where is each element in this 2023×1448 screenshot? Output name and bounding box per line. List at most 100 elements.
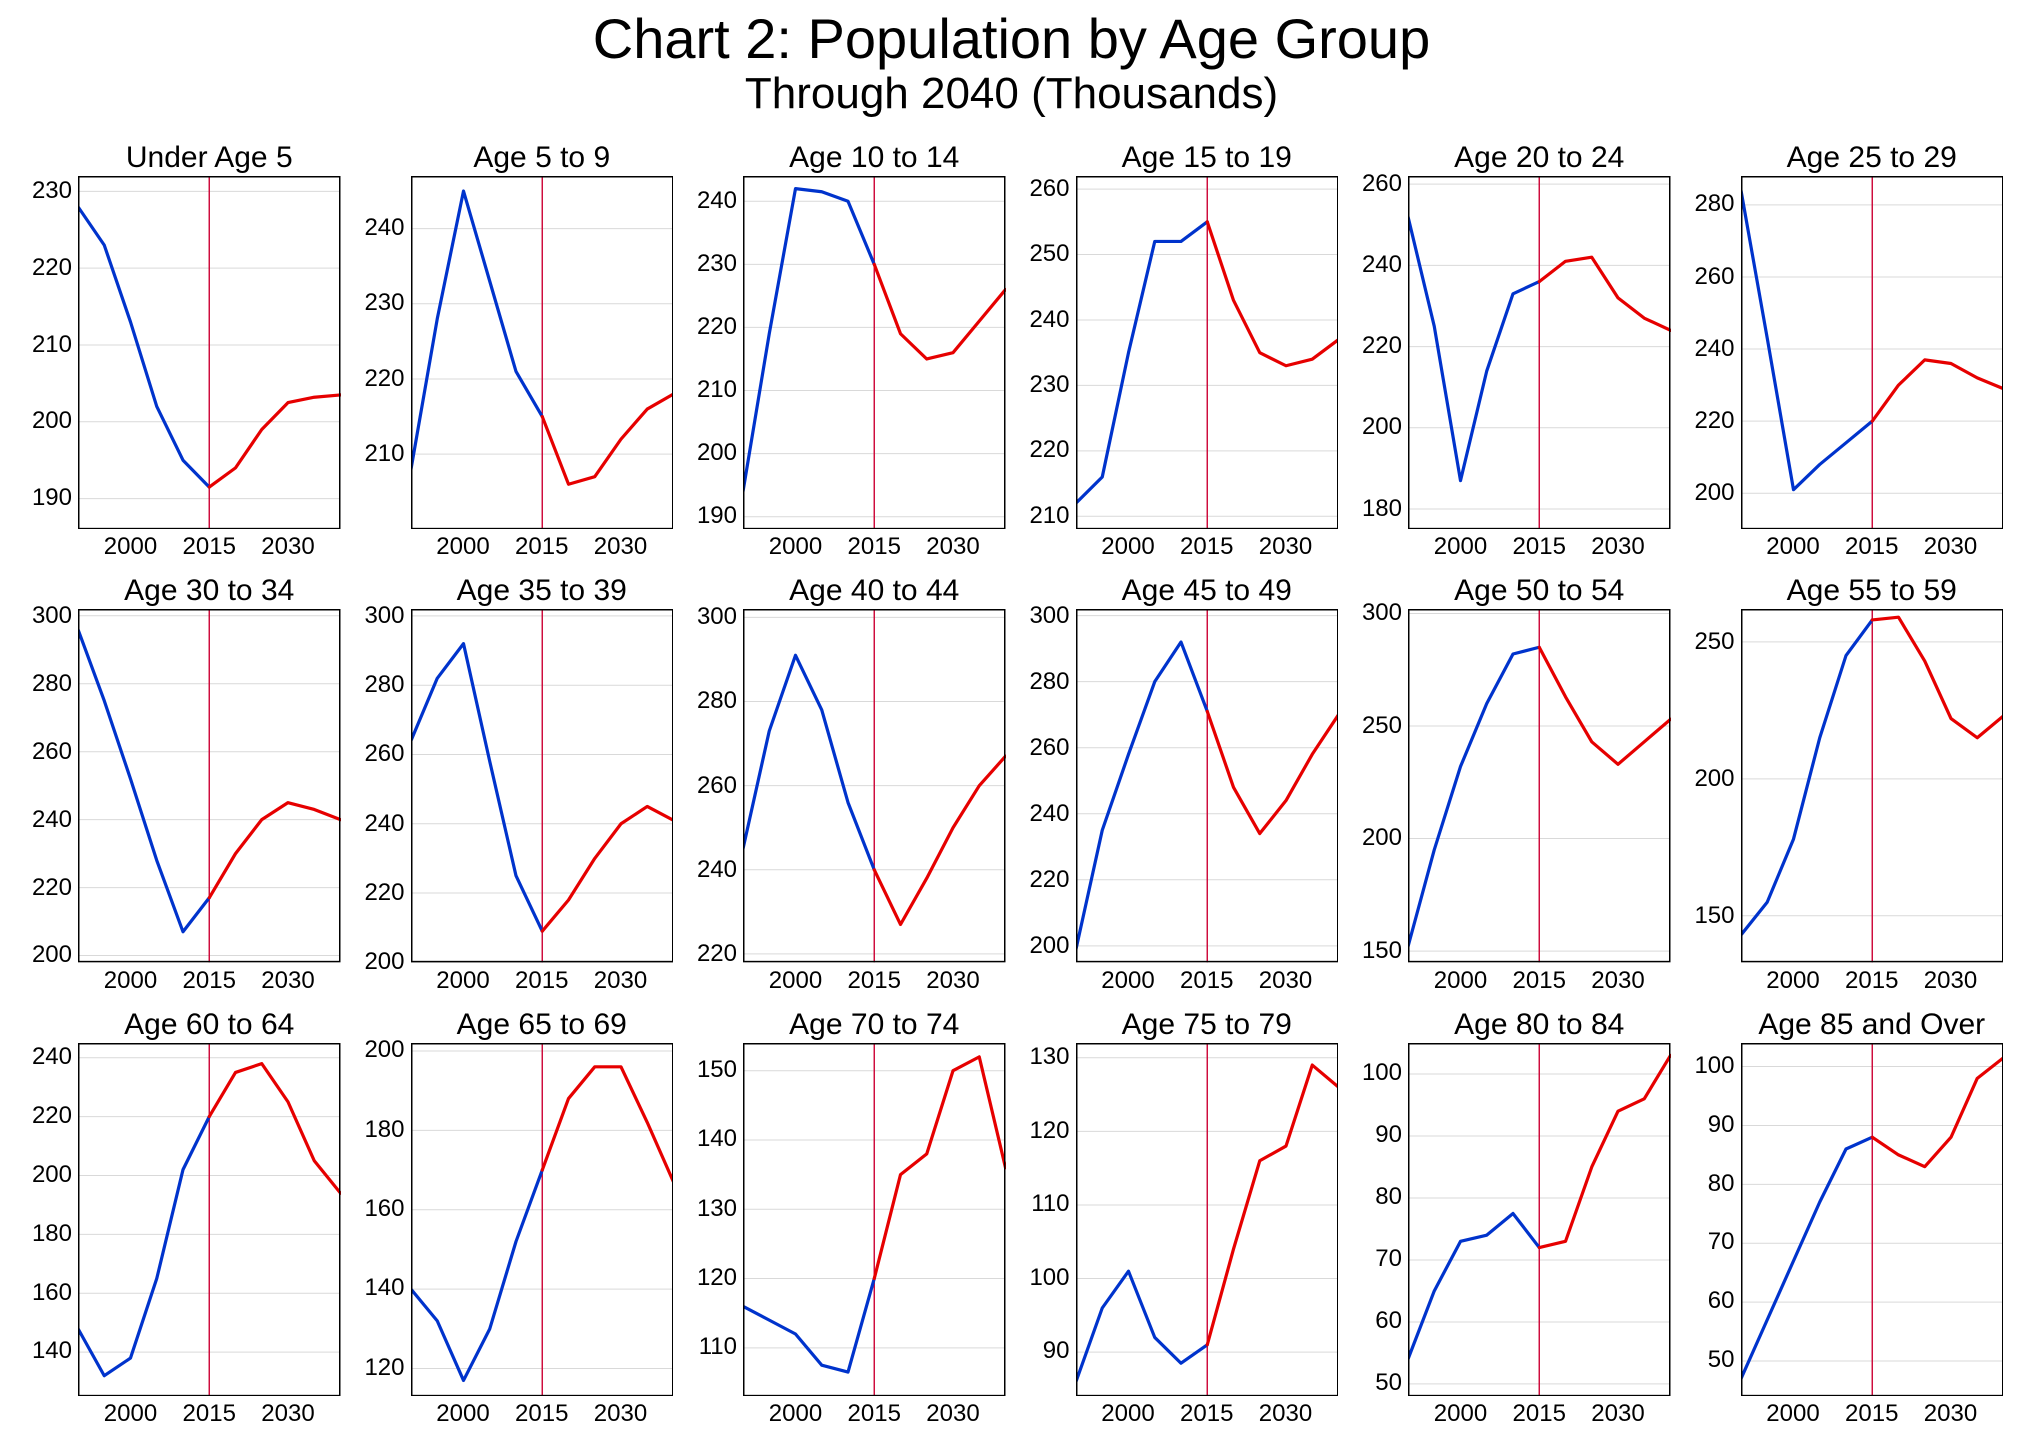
y-tick-label: 220 [1362,332,1402,360]
y-tick-label: 140 [697,1125,737,1153]
series-forecast [1207,222,1338,366]
plot-svg [1076,1043,1339,1396]
x-tick-label: 2000 [769,967,822,995]
y-tick-label: 80 [1708,1170,1735,1198]
panel: Age 15 to 192102202302402502602000201520… [1018,140,1339,563]
panel-title: Age 80 to 84 [1408,1007,1671,1043]
panel-title: Age 40 to 44 [743,573,1006,609]
y-tick-label: 60 [1375,1307,1402,1335]
series-forecast [542,1066,673,1181]
series-forecast [1539,1055,1670,1247]
y-tick-label: 130 [697,1195,737,1223]
plot-area: 150200250300200020152030 [1408,609,1671,962]
x-tick-label: 2030 [1924,1400,1977,1428]
x-tick-label: 2000 [436,533,489,561]
y-tick-label: 220 [697,940,737,968]
plot-svg [78,176,341,529]
panel-title: Age 10 to 14 [743,140,1006,176]
x-tick-label: 2000 [1101,533,1154,561]
y-tick-label: 220 [32,254,72,282]
plot-svg [411,1043,674,1396]
series-forecast [1539,648,1670,765]
plot-area: 150200250200020152030 [1741,609,2004,962]
y-tick-label: 60 [1708,1287,1735,1315]
y-tick-label: 150 [1694,902,1734,930]
title-block: Chart 2: Population by Age Group Through… [0,0,2023,140]
y-tick-label: 240 [697,187,737,215]
plot-area: 120140160180200200020152030 [411,1043,674,1396]
series-forecast [874,757,1005,925]
x-tick-label: 2030 [1591,1400,1644,1428]
x-tick-label: 2030 [1591,533,1644,561]
plot-svg [743,609,1006,962]
y-tick-label: 120 [697,1264,737,1292]
y-tick-label: 300 [32,602,72,630]
x-tick-label: 2000 [1766,533,1819,561]
panel: Age 5 to 9210220230240200020152030 [353,140,674,563]
y-tick-label: 240 [32,806,72,834]
series-forecast [874,264,1005,359]
x-tick-label: 2015 [1513,1400,1566,1428]
y-tick-label: 250 [1362,712,1402,740]
panel: Age 25 to 29200220240260280200020152030 [1683,140,2004,563]
plot-svg [743,1043,1006,1396]
y-tick-label: 180 [32,1220,72,1248]
panel: Age 45 to 492002202402602803002000201520… [1018,573,1339,996]
series-historical [1076,222,1207,503]
y-tick-label: 200 [1362,413,1402,441]
plot-area: 210220230240200020152030 [411,176,674,529]
panel-title: Age 60 to 64 [78,1007,341,1043]
x-tick-label: 2000 [1101,967,1154,995]
y-tick-label: 80 [1375,1183,1402,1211]
y-tick-label: 200 [697,439,737,467]
y-tick-label: 260 [1029,734,1069,762]
y-tick-label: 240 [1362,251,1402,279]
x-tick-label: 2030 [1259,967,1312,995]
y-tick-label: 160 [364,1195,404,1223]
y-tick-label: 260 [364,740,404,768]
x-tick-label: 2000 [436,967,489,995]
x-tick-label: 2000 [104,1400,157,1428]
x-tick-label: 2030 [261,533,314,561]
series-historical [411,1170,542,1380]
series-forecast [209,1063,340,1193]
plot-area: 180200220240260200020152030 [1408,176,1671,529]
panel-title: Age 25 to 29 [1741,140,2004,176]
y-tick-label: 230 [697,250,737,278]
y-tick-label: 70 [1375,1245,1402,1273]
plot-area: 140160180200220240200020152030 [78,1043,341,1396]
x-tick-label: 2015 [1845,1400,1898,1428]
y-tick-label: 210 [32,331,72,359]
plot-svg [78,609,341,962]
y-tick-label: 200 [1694,479,1734,507]
y-tick-label: 120 [364,1354,404,1382]
plot-area: 210220230240250260200020152030 [1076,176,1339,529]
panel-title: Age 35 to 39 [411,573,674,609]
y-tick-label: 90 [1708,1111,1735,1139]
panel-title: Age 55 to 59 [1741,573,2004,609]
panel: Age 50 to 54150200250300200020152030 [1350,573,1671,996]
series-historical [1408,217,1539,481]
y-tick-label: 100 [1029,1264,1069,1292]
x-tick-label: 2015 [848,533,901,561]
x-tick-label: 2030 [1591,967,1644,995]
series-forecast [1872,360,2003,421]
x-tick-label: 2015 [515,1400,568,1428]
panel: Age 85 and Over5060708090100200020152030 [1683,1007,2004,1430]
x-tick-label: 2015 [1180,967,1233,995]
y-tick-label: 220 [1029,866,1069,894]
y-tick-label: 220 [1694,407,1734,435]
y-tick-label: 90 [1375,1121,1402,1149]
plot-area: 200220240260280200020152030 [1741,176,2004,529]
y-tick-label: 130 [1029,1043,1069,1071]
plot-area: 200220240260280300200020152030 [411,609,674,962]
x-tick-label: 2000 [104,533,157,561]
x-tick-label: 2030 [1924,533,1977,561]
series-historical [1741,620,1872,935]
plot-area: 200220240260280300200020152030 [78,609,341,962]
y-tick-label: 240 [32,1043,72,1071]
panel-title: Age 5 to 9 [411,140,674,176]
series-historical [411,644,542,932]
series-forecast [542,394,673,484]
y-tick-label: 140 [32,1337,72,1365]
